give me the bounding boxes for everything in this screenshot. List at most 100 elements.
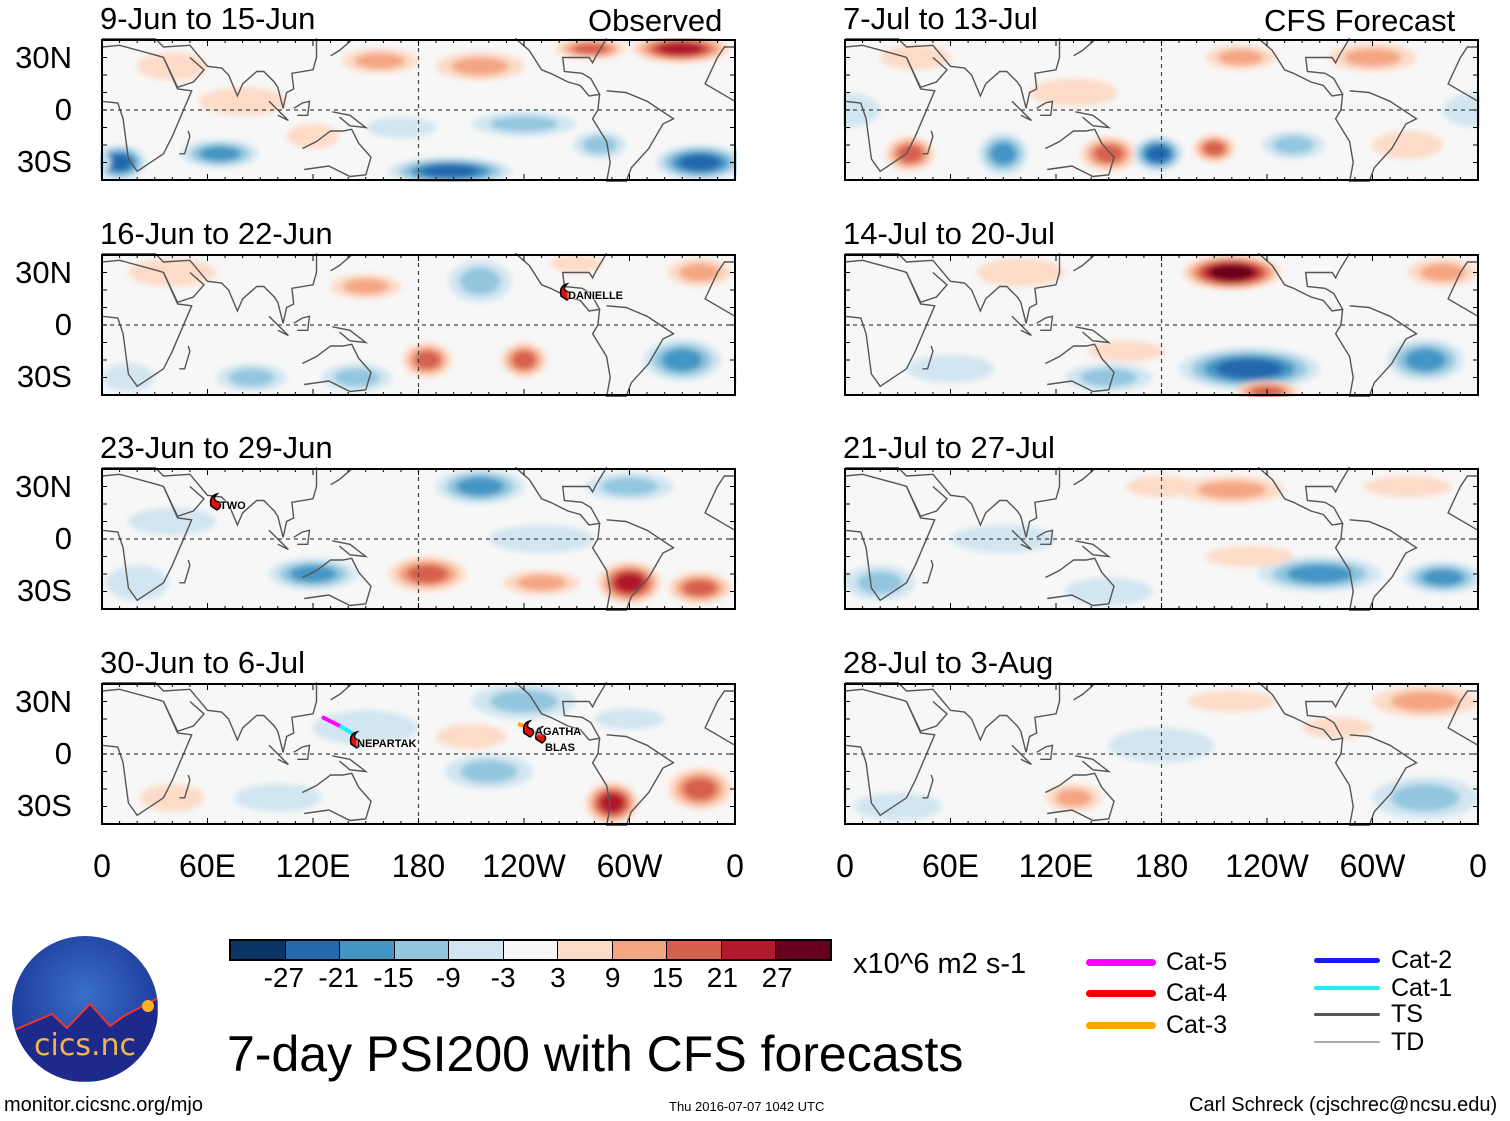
anomaly-contour [489,116,559,132]
coastline [844,259,936,388]
storm-label: AGATHA [535,726,582,738]
coastline [102,38,318,109]
map-panel [843,467,1480,611]
colorbar-swatch [340,941,395,959]
lat-tick-label: 0 [54,92,72,127]
anomaly-contour [459,267,501,295]
coastline [922,130,934,155]
anomaly-contour [354,53,405,69]
legend-label: TD [1391,1028,1425,1056]
anomaly-contour [1029,78,1118,107]
panel-title: 16-Jun to 22-Jun [100,216,333,251]
lat-tick-label: 30S [16,788,72,823]
anomaly-contour [1064,577,1153,606]
map-panel [101,253,737,397]
colorbar-tick-label: 9 [604,962,621,993]
colorbar-swatch [776,941,831,959]
coastline [1257,682,1351,741]
hurricane-icon [534,725,547,744]
anomaly-contour [1205,546,1294,567]
colorbar-swatch [721,941,777,959]
anomaly-contour [460,760,518,783]
lat-tick-label: 30N [15,40,72,75]
coastline [293,744,311,760]
lon-tick-label: 0 [836,848,854,884]
colorbar-tick-label: -3 [490,962,516,993]
colorbar-tick-label: -21 [318,962,359,993]
anomaly-contour [1272,135,1314,155]
lat-tick-label: 30N [15,469,72,504]
anomaly-contour [1197,480,1267,500]
lat-tick-label: 0 [54,307,72,342]
coastline [514,682,608,741]
anomaly-contour [614,572,645,593]
coastline [293,529,311,545]
anomaly-contour [1372,131,1443,159]
legend-label: TS [1391,1000,1423,1028]
column-label-observed: Observed [588,3,723,38]
anomaly-contour [906,354,995,383]
coastline [162,700,205,733]
panel-title: 7-Jul to 13-Jul [843,1,1038,36]
coastline [332,326,369,344]
storm-label: BLAS [545,742,575,754]
coastline [1011,100,1032,122]
lat-tick-label: 30N [15,255,72,290]
anomaly-contour [1419,263,1466,282]
colorbar-tick-label: 15 [651,962,684,993]
colorbar-tick-label: 3 [550,962,566,993]
coastline [1036,100,1054,116]
coastline [332,111,369,129]
anomaly-contour [682,579,717,597]
coastline [1447,261,1479,317]
coastline [101,688,193,817]
coastline [845,467,1061,538]
coastline [101,473,193,602]
coastline [704,690,736,746]
anomaly-contour [1202,141,1226,156]
anomaly-contour [198,87,287,116]
lon-tick-label: 0 [726,848,744,884]
anomaly-contour [1187,691,1276,712]
anomaly-contour [550,255,604,273]
anomaly-contour [594,708,665,730]
coastline [162,271,205,304]
coastline [1257,467,1351,526]
panel-title: 30-Jun to 6-Jul [100,645,306,680]
coastline [844,688,936,817]
anomaly-contour [679,263,721,282]
hurricane-icon [522,719,535,738]
storm-label: DANIELLE [568,290,623,302]
anomaly-contour [896,144,924,164]
anomaly-contour [990,142,1017,165]
anomaly-contour [289,565,337,583]
anomaly-contour [1210,264,1254,281]
coastline [1011,315,1032,337]
map-panel [100,38,737,182]
hurricane-icon [559,282,572,301]
footer-url[interactable]: monitor.cicsnc.org/mjo [4,1094,203,1116]
coastline [704,475,736,531]
lat-tick-label: 0 [54,736,72,771]
coastline [905,485,948,518]
legend-swatch [1314,957,1380,963]
lon-tick-label: 120E [1018,848,1094,884]
coastline [1073,254,1096,272]
colorbar-swatch [285,941,341,959]
lon-tick-label: 0 [93,848,111,884]
coastline [1073,468,1096,486]
coastline [1073,39,1096,57]
legend-label: Cat-4 [1166,979,1228,1007]
colorbar-tick-label: -27 [263,962,305,993]
coastline [922,559,934,584]
coastline [179,774,191,799]
coastline [845,682,1061,753]
lat-tick-label: 30S [16,573,72,608]
anomaly-contour [1146,145,1170,163]
anomaly-contour [137,52,208,81]
coastline [102,467,318,538]
anomaly-contour [511,350,537,370]
anomaly-contour [1390,784,1460,812]
colorbar-units: x10^6 m2 s-1 [853,948,1027,980]
